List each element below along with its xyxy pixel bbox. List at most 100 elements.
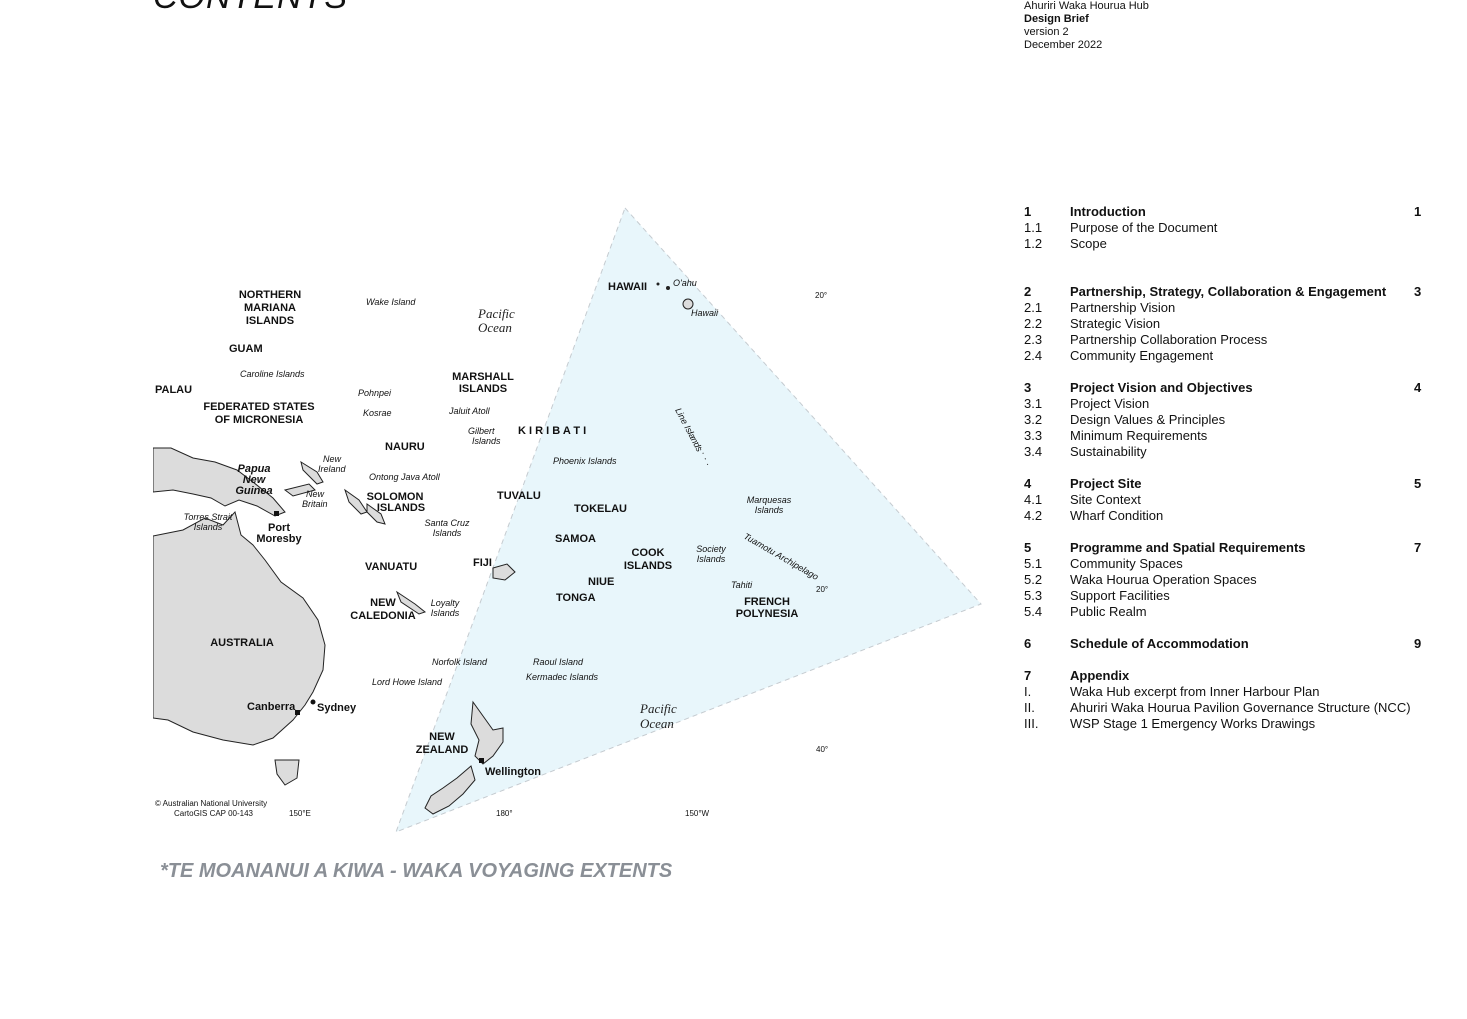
toc-item[interactable]: III. WSP Stage 1 Emergency Works Drawing… [1024,716,1444,732]
toc-number: 2.2 [1024,316,1043,331]
label-cook-1: COOK [632,547,665,559]
table-of-contents: 1 Introduction 1 1.1 Purpose of the Docu… [1024,204,1444,748]
toc-section-7: 7 Appendix I. Waka Hub excerpt from Inne… [1024,668,1444,732]
toc-heading-3[interactable]: 3 Project Vision and Objectives 4 [1024,380,1444,396]
label-tonga: TONGA [556,592,596,604]
toc-number: 2.4 [1024,348,1043,363]
label-vanuatu: VANUATU [365,561,417,573]
label-lon-180: 180° [496,809,513,818]
toc-item[interactable]: 2.1 Partnership Vision [1024,300,1444,316]
toc-item[interactable]: I. Waka Hub excerpt from Inner Harbour P… [1024,684,1444,700]
toc-number: 5.4 [1024,604,1043,619]
label-marquesas-2: Islands [755,505,784,515]
toc-number: 5.1 [1024,556,1043,571]
label-norfolk-island: Norfolk Island [432,657,488,667]
toc-number: 4 [1024,476,1032,491]
label-kosrae: Kosrae [363,408,392,418]
toc-number: 3.2 [1024,412,1043,427]
label-new-britain-2: Britain [302,499,328,509]
toc-section-6: 6 Schedule of Accommodation 9 [1024,636,1444,652]
toc-number: 6 [1024,636,1032,651]
label-new-ireland-1: New [323,454,342,464]
document-version: version 2 [1024,26,1069,38]
toc-heading-6[interactable]: 6 Schedule of Accommodation 9 [1024,636,1444,652]
toc-heading-2[interactable]: 2 Partnership, Strategy, Collaboration &… [1024,284,1444,300]
toc-page-number: 1 [1414,204,1422,219]
toc-item[interactable]: 3.4 Sustainability [1024,444,1444,460]
label-loyalty-1: Loyalty [431,598,460,608]
label-marshall-2: ISLANDS [459,383,507,395]
toc-title: Schedule of Accommodation [1070,636,1249,651]
label-new-zealand-1: NEW [429,731,455,743]
label-sydney: Sydney [317,702,357,714]
label-new-zealand-2: ZEALAND [416,744,469,756]
toc-item[interactable]: 2.4 Community Engagement [1024,348,1444,364]
toc-section-1: 1 Introduction 1 1.1 Purpose of the Docu… [1024,204,1444,252]
toc-label: Site Context [1070,492,1141,507]
toc-item[interactable]: 1.1 Purpose of the Document [1024,220,1444,236]
toc-item[interactable]: 3.1 Project Vision [1024,396,1444,412]
toc-section-2: 2 Partnership, Strategy, Collaboration &… [1024,284,1444,364]
toc-item[interactable]: 3.2 Design Values & Principles [1024,412,1444,428]
label-fiji: FIJI [473,557,492,569]
toc-item[interactable]: 5.2 Waka Hourua Operation Spaces [1024,572,1444,588]
toc-title: Partnership, Strategy, Collaboration & E… [1070,284,1387,299]
label-northern-mariana-1: NORTHERN [239,289,301,301]
toc-item[interactable]: II. Ahuriri Waka Hourua Pavilion Governa… [1024,700,1444,716]
line-islands-dots [690,431,710,469]
toc-label: Support Facilities [1070,588,1170,603]
toc-number: 5.3 [1024,588,1043,603]
label-gilbert-1: Gilbert [468,426,495,436]
toc-label: Partnership Vision [1070,300,1176,315]
label-jaluit-atoll: Jaluit Atoll [448,406,491,416]
toc-number: 5.2 [1024,572,1043,587]
toc-section-4: 4 Project Site 5 4.1 Site Context 4.2 Wh… [1024,476,1444,524]
document-meta: Ahuriri Waka Hourua Hub Design Brief ver… [1024,0,1149,52]
toc-heading-5[interactable]: 5 Programme and Spatial Requirements 7 [1024,540,1444,556]
hawaii-dot [666,286,670,290]
toc-number: 3.4 [1024,444,1043,459]
toc-label: Public Realm [1070,604,1147,619]
label-wellington: Wellington [485,766,541,778]
label-french-polynesia-1: FRENCH [744,596,790,608]
toc-label: Strategic Vision [1070,316,1161,331]
document-type: Design Brief [1024,13,1089,25]
toc-item[interactable]: 5.1 Community Spaces [1024,556,1444,572]
toc-item[interactable]: 5.4 Public Realm [1024,604,1444,620]
toc-label: Purpose of the Document [1070,220,1218,235]
label-nauru: NAURU [385,441,425,453]
label-png-2: New [243,474,267,486]
toc-item[interactable]: 4.2 Wharf Condition [1024,508,1444,524]
label-torres-strait-1: Torres Strait [184,512,233,522]
toc-heading-4[interactable]: 4 Project Site 5 [1024,476,1444,492]
toc-label: Project Vision [1070,396,1150,411]
toc-item[interactable]: 2.3 Partnership Collaboration Process [1024,332,1444,348]
page-title: CONTENTS [153,0,348,17]
toc-item[interactable]: 2.2 Strategic Vision [1024,316,1444,332]
pacific-voyaging-map: NORTHERN MARIANA ISLANDS Wake Island Pac… [153,200,988,840]
toc-label: Waka Hourua Operation Spaces [1070,572,1257,587]
toc-page-number: 5 [1414,476,1422,491]
label-solomon-2: ISLANDS [377,502,425,514]
new-britain [283,483,316,497]
toc-number: 2 [1024,284,1032,299]
toc-item[interactable]: 1.2 Scope [1024,236,1444,252]
toc-item[interactable]: 3.3 Minimum Requirements [1024,428,1444,444]
toc-heading-1[interactable]: 1 Introduction 1 [1024,204,1444,220]
toc-number: 4.1 [1024,492,1043,507]
label-credit-1: © Australian National University [155,799,267,808]
toc-item[interactable]: 4.1 Site Context [1024,492,1444,508]
label-marshall-1: MARSHALL [452,371,514,383]
label-french-polynesia-2: POLYNESIA [736,608,799,620]
toc-label: Waka Hub excerpt from Inner Harbour Plan [1070,684,1320,699]
toc-heading-7[interactable]: 7 Appendix [1024,668,1444,684]
toc-page-number: 7 [1414,540,1422,555]
label-kiribati: K I R I B A T I [518,425,586,437]
label-phoenix-islands: Phoenix Islands [553,456,617,466]
hawaii-big-island [682,298,694,310]
label-northern-mariana-2: MARIANA [244,302,296,314]
label-tuvalu: TUVALU [497,490,541,502]
toc-item[interactable]: 5.3 Support Facilities [1024,588,1444,604]
label-torres-strait-2: Islands [194,522,223,532]
label-pohnpei: Pohnpei [358,388,392,398]
